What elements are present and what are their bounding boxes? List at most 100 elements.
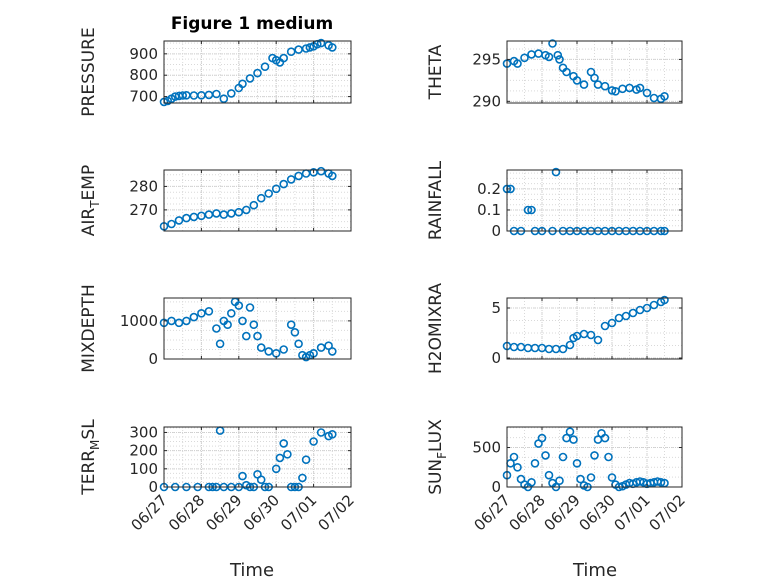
data-point <box>607 318 617 328</box>
data-point <box>642 88 652 98</box>
y-axis-label: H2OMIXRA <box>426 283 446 374</box>
y-tick-label: 290 <box>472 92 501 110</box>
data-point <box>600 433 610 443</box>
y-tick-label: 0.1 <box>477 201 501 219</box>
axes-box <box>163 297 352 360</box>
data-point <box>283 449 292 459</box>
data-point <box>271 464 281 474</box>
data-point <box>576 474 585 484</box>
data-point <box>527 477 536 487</box>
data-point <box>197 308 206 318</box>
data-point <box>607 473 617 482</box>
y-tick-label: 0 <box>491 478 501 496</box>
data-point <box>316 343 326 352</box>
data-point <box>324 341 333 351</box>
data-point <box>182 316 191 326</box>
axes-box <box>163 40 352 104</box>
data-point <box>555 476 564 486</box>
data-point <box>301 44 311 53</box>
data-point <box>238 316 247 326</box>
data-point <box>301 455 311 465</box>
data-point <box>562 67 571 77</box>
data-point <box>604 452 613 462</box>
data-point <box>234 207 244 217</box>
data-point <box>279 179 289 189</box>
data-point <box>279 345 289 354</box>
y-tick-label: 295 <box>472 50 501 68</box>
data-point <box>586 330 596 340</box>
x-axis-label-right: Time <box>572 560 617 581</box>
data-point <box>286 47 296 57</box>
x-tick-label: 06/28 <box>506 491 549 534</box>
data-point <box>642 303 652 313</box>
y-axis-label: THETA <box>426 44 446 100</box>
y-axis-label: AIRTEMP <box>79 165 102 236</box>
data-point <box>290 327 300 337</box>
y-axis-label: TERRMSL <box>79 419 102 496</box>
data-point <box>260 62 270 71</box>
x-tick-label: 06/29 <box>541 491 584 534</box>
data-point <box>527 205 536 215</box>
data-point <box>238 79 247 89</box>
data-point <box>551 167 561 177</box>
y-tick-label: 0 <box>491 222 501 240</box>
data-point <box>656 477 666 487</box>
data-point <box>523 205 533 215</box>
data-point <box>178 91 187 100</box>
data-point <box>327 429 337 439</box>
y-tick-label: 280 <box>129 177 158 195</box>
data-point <box>548 39 557 48</box>
data-point <box>558 452 568 462</box>
data-point <box>553 50 563 60</box>
subplot-bottom-left: 0100200300TERRMSL06/2706/2806/2906/3007/… <box>79 419 358 535</box>
data-point <box>286 320 296 330</box>
data-point <box>227 308 236 318</box>
data-point <box>256 193 266 203</box>
y-tick-label: 200 <box>129 442 158 460</box>
data-point <box>271 184 281 194</box>
data-point <box>275 453 285 463</box>
data-point <box>572 76 582 85</box>
y-tick-label: 270 <box>129 201 158 219</box>
axes-box <box>506 297 683 360</box>
data-point <box>520 53 529 63</box>
subplot-second-left: 270 280 AIRTEMP <box>79 165 352 236</box>
subplot-third-right: 0 5 H2OMIXRA <box>426 283 683 374</box>
data-point <box>294 171 303 181</box>
y-tick-label: 100 <box>129 460 158 478</box>
data-point <box>509 452 519 462</box>
y-tick-label: 800 <box>129 66 158 84</box>
y-tick-label: 1000 <box>120 312 158 330</box>
axes-box <box>163 169 352 232</box>
y-tick-label: 900 <box>129 45 158 63</box>
data-point <box>253 331 262 341</box>
subplot-third-left: 0 1000 MIXDEPTH <box>79 284 352 373</box>
data-point <box>327 171 337 181</box>
data-point <box>234 301 244 310</box>
x-tick-label: 07/01 <box>277 491 320 534</box>
data-point <box>174 216 184 225</box>
data-point <box>569 435 578 444</box>
x-tick-label: 06/27 <box>471 491 514 534</box>
data-point <box>590 73 599 83</box>
data-point <box>305 43 315 52</box>
data-point <box>279 53 289 63</box>
data-point <box>286 175 296 184</box>
data-point <box>249 320 259 330</box>
x-tick-label: 07/01 <box>611 491 654 534</box>
y-tick-label: 0.2 <box>477 180 501 198</box>
data-point <box>298 473 307 483</box>
data-point <box>245 303 255 312</box>
data-point <box>513 462 522 472</box>
data-point <box>204 306 214 316</box>
x-axis-label-left: Time <box>229 560 274 581</box>
data-point <box>558 344 568 354</box>
subplot-grid: 700 800 900 PRESSURE 290 295 THETA 270 280 AIRTEM… <box>79 27 689 534</box>
y-axis-label: MIXDEPTH <box>79 284 99 373</box>
y-tick-label: 5 <box>491 299 501 317</box>
axes-box <box>163 426 352 488</box>
data-point <box>513 59 522 68</box>
data-point <box>253 68 262 78</box>
data-point <box>660 295 669 305</box>
